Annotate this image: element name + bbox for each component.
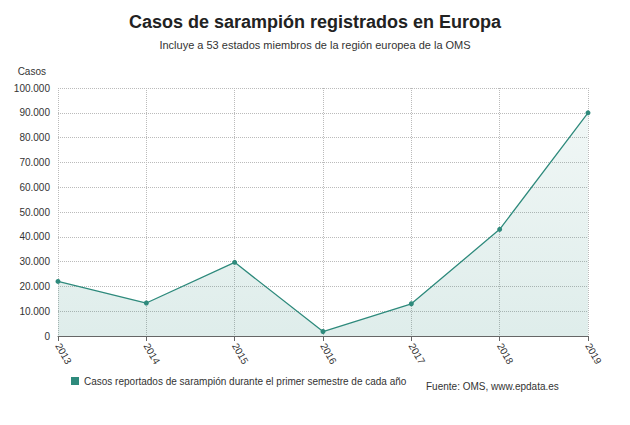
svg-text:60.000: 60.000	[19, 182, 50, 193]
svg-text:2015: 2015	[230, 341, 251, 366]
svg-text:20.000: 20.000	[19, 281, 50, 292]
svg-text:2014: 2014	[142, 341, 163, 366]
svg-text:Incluye a 53 estados miembros: Incluye a 53 estados miembros de la regi…	[159, 39, 470, 51]
svg-text:40.000: 40.000	[19, 231, 50, 242]
svg-text:Casos: Casos	[18, 66, 46, 77]
svg-text:0: 0	[44, 331, 50, 342]
svg-text:2017: 2017	[407, 341, 428, 366]
svg-text:30.000: 30.000	[19, 256, 50, 267]
svg-text:2016: 2016	[318, 341, 339, 366]
svg-text:Casos reportados de sarampión: Casos reportados de sarampión durante el…	[84, 376, 407, 387]
svg-text:Casos de sarampión registrados: Casos de sarampión registrados en Europa	[129, 12, 502, 32]
svg-text:80.000: 80.000	[19, 132, 50, 143]
svg-text:2019: 2019	[583, 341, 604, 366]
svg-text:90.000: 90.000	[19, 107, 50, 118]
svg-text:2018: 2018	[495, 341, 516, 366]
svg-text:2013: 2013	[53, 341, 74, 366]
svg-text:70.000: 70.000	[19, 157, 50, 168]
svg-text:100.000: 100.000	[14, 83, 51, 94]
svg-text:Fuente: OMS, www.epdata.es: Fuente: OMS, www.epdata.es	[426, 381, 559, 392]
svg-text:50.000: 50.000	[19, 207, 50, 218]
svg-text:10.000: 10.000	[19, 306, 50, 317]
